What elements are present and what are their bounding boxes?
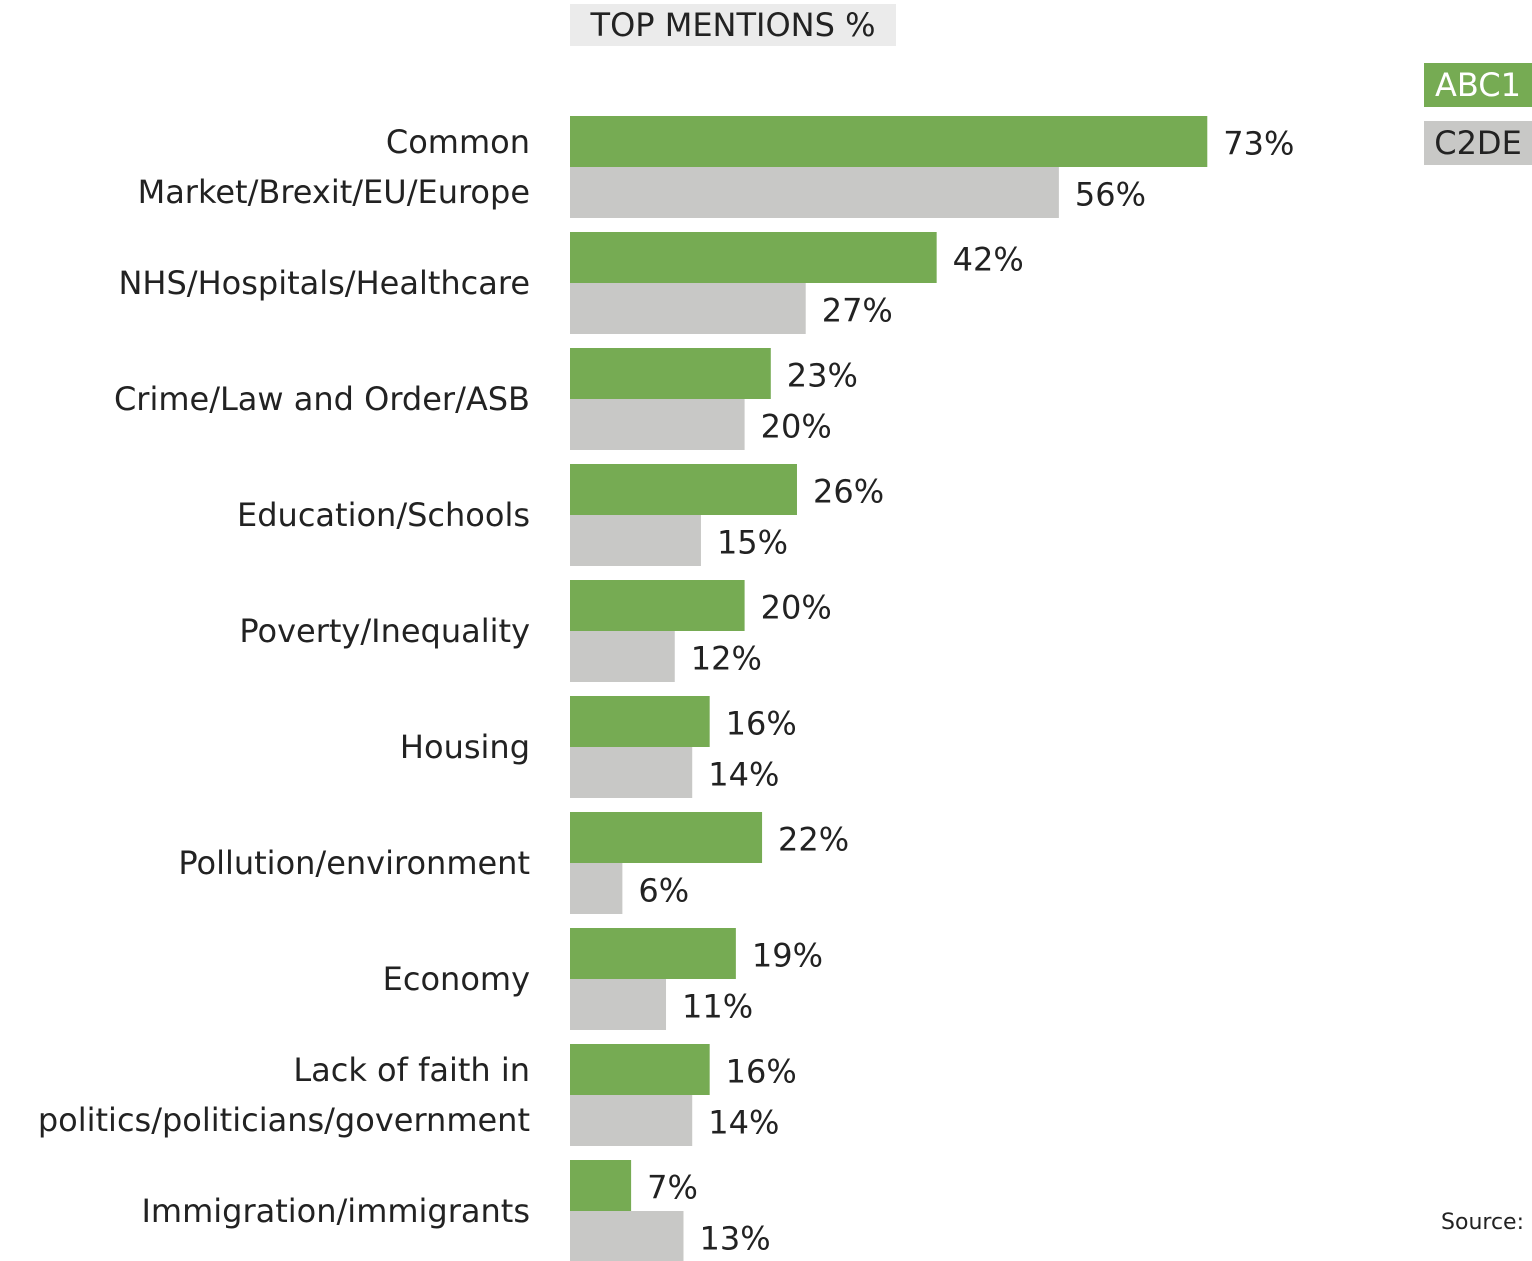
category-label: Housing [400, 728, 530, 766]
data-label: 14% [708, 756, 779, 794]
data-label: 56% [1075, 176, 1146, 214]
bar-abc1 [570, 116, 1208, 167]
category-label: Economy [383, 960, 530, 998]
data-label: 26% [813, 473, 884, 511]
bar-abc1 [570, 1044, 710, 1095]
data-label: 11% [682, 988, 753, 1026]
data-label: 73% [1223, 125, 1294, 163]
bar-c2de [570, 283, 806, 334]
bar-abc1 [570, 1160, 632, 1211]
bar-c2de [570, 1095, 693, 1146]
bar-c2de [570, 167, 1059, 218]
data-label: 15% [717, 524, 788, 562]
category-label: Education/Schools [237, 496, 530, 534]
category-label: Lack of faith in [293, 1051, 530, 1089]
category-label: politics/politicians/government [38, 1101, 530, 1139]
category-label: Poverty/Inequality [239, 612, 530, 650]
bar-abc1 [570, 348, 771, 399]
data-label: 19% [752, 937, 823, 975]
source-label: Source: [1441, 1210, 1524, 1235]
bar-abc1 [570, 928, 736, 979]
chart-title: TOP MENTIONS % [570, 4, 896, 46]
category-label: Pollution/environment [178, 844, 530, 882]
data-label: 7% [647, 1169, 698, 1207]
bar-abc1 [570, 696, 710, 747]
data-label: 16% [726, 705, 797, 743]
data-label: 16% [726, 1053, 797, 1091]
data-label: 20% [761, 589, 832, 627]
category-label: Crime/Law and Order/ASB [114, 380, 530, 418]
data-label: 14% [708, 1104, 779, 1142]
bar-c2de [570, 399, 745, 450]
bar-c2de [570, 515, 701, 566]
data-label: 6% [638, 872, 689, 910]
category-label: NHS/Hospitals/Healthcare [118, 264, 530, 302]
data-label: 20% [761, 408, 832, 446]
data-label: 27% [822, 292, 893, 330]
bar-c2de [570, 631, 675, 682]
data-label: 22% [778, 821, 849, 859]
category-label: Common [386, 123, 530, 161]
legend-c2de: C2DE [1424, 121, 1532, 165]
category-label: Immigration/immigrants [141, 1192, 530, 1230]
bar-c2de [570, 863, 623, 914]
data-label: 23% [787, 357, 858, 395]
data-label: 13% [699, 1220, 770, 1258]
data-label: 42% [953, 241, 1024, 279]
bar-c2de [570, 1211, 684, 1261]
bar-c2de [570, 979, 667, 1030]
bar-abc1 [570, 812, 763, 863]
bar-c2de [570, 747, 693, 798]
bar-abc1 [570, 464, 797, 515]
data-label: 12% [691, 640, 762, 678]
category-label: Market/Brexit/EU/Europe [138, 173, 530, 211]
legend-abc1: ABC1 [1424, 63, 1532, 107]
bar-abc1 [570, 580, 745, 631]
bar-abc1 [570, 232, 937, 283]
